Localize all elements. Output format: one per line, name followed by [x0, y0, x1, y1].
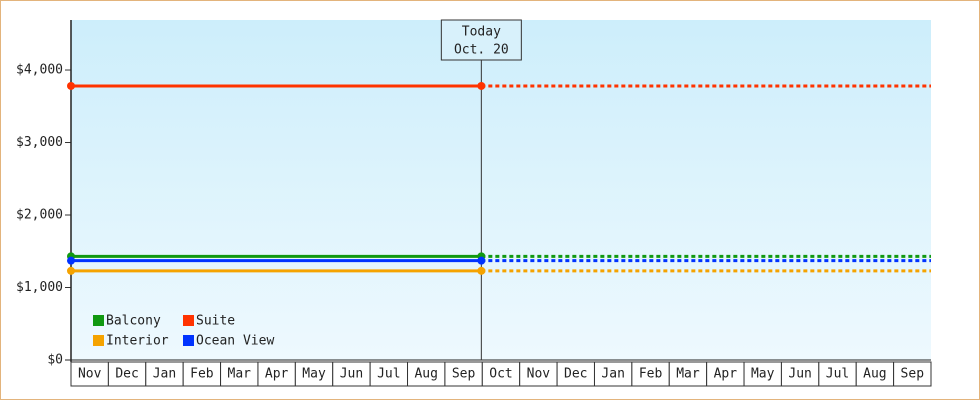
- x-tick-label: Jan: [601, 367, 624, 382]
- x-tick-label: Apr: [265, 367, 289, 382]
- legend-swatch: [183, 315, 194, 326]
- x-tick-label: May: [302, 367, 326, 382]
- legend-label: Suite: [196, 314, 235, 329]
- x-tick-label: Aug: [863, 367, 886, 382]
- x-tick-cell: [818, 361, 857, 387]
- y-tick-label: $3,000: [16, 135, 63, 150]
- x-tick-cell: [107, 361, 147, 387]
- x-tick-label: Dec: [115, 367, 138, 382]
- series-point: [477, 266, 486, 275]
- x-tick-cell: [893, 361, 932, 387]
- x-tick-cell: [70, 361, 109, 387]
- legend-swatch: [93, 315, 104, 326]
- y-tick-label: $0: [47, 353, 63, 368]
- x-tick-cell: [706, 361, 745, 387]
- x-tick-cell: [145, 361, 184, 387]
- series-point: [477, 81, 486, 90]
- x-tick-label: Oct: [489, 367, 512, 382]
- x-tick-label: Mar: [676, 367, 700, 382]
- x-tick-label: Mar: [228, 367, 252, 382]
- x-tick-label: Sep: [452, 367, 476, 382]
- x-tick-cell: [407, 361, 446, 387]
- today-box: [440, 19, 522, 61]
- legend-swatch: [183, 335, 194, 346]
- today-label: Today: [462, 25, 501, 40]
- y-tick-label: $4,000: [16, 63, 63, 78]
- x-tick-label: Jul: [377, 367, 400, 382]
- x-tick-label: Jun: [788, 367, 811, 382]
- x-tick-cell: [481, 361, 521, 387]
- series-point: [67, 81, 75, 90]
- x-tick-label: Apr: [714, 367, 738, 382]
- x-tick-label: May: [751, 367, 775, 382]
- x-tick-label: Jul: [826, 367, 849, 382]
- x-tick-label: Nov: [527, 367, 551, 382]
- x-tick-label: Dec: [564, 367, 587, 382]
- legend-label: Interior: [106, 334, 169, 349]
- x-tick-label: Nov: [78, 367, 102, 382]
- series-point: [67, 256, 75, 265]
- legend-label: Ocean View: [196, 334, 274, 349]
- x-tick-cell: [855, 361, 895, 387]
- x-tick-label: Sep: [901, 367, 925, 382]
- x-tick-label: Aug: [414, 367, 437, 382]
- x-tick-cell: [593, 361, 633, 387]
- x-tick-cell: [332, 361, 371, 387]
- series-point: [477, 256, 486, 265]
- legend-label: Balcony: [106, 314, 161, 329]
- y-tick-label: $2,000: [16, 208, 63, 223]
- series-point: [67, 266, 75, 275]
- x-tick-label: Feb: [190, 367, 214, 382]
- plot-area: [71, 20, 931, 360]
- x-tick-label: Jan: [153, 367, 176, 382]
- today-date: Oct. 20: [454, 43, 509, 58]
- x-tick-label: Feb: [639, 367, 663, 382]
- x-tick-label: Jun: [340, 367, 363, 382]
- x-tick-cell: [182, 361, 222, 387]
- x-tick-cell: [220, 361, 259, 387]
- x-tick-cell: [743, 361, 782, 387]
- legend-swatch: [93, 335, 104, 346]
- x-tick-cell: [519, 361, 558, 387]
- y-tick-label: $1,000: [16, 280, 63, 295]
- x-tick-cell: [631, 361, 670, 387]
- x-tick-cell: [780, 361, 820, 387]
